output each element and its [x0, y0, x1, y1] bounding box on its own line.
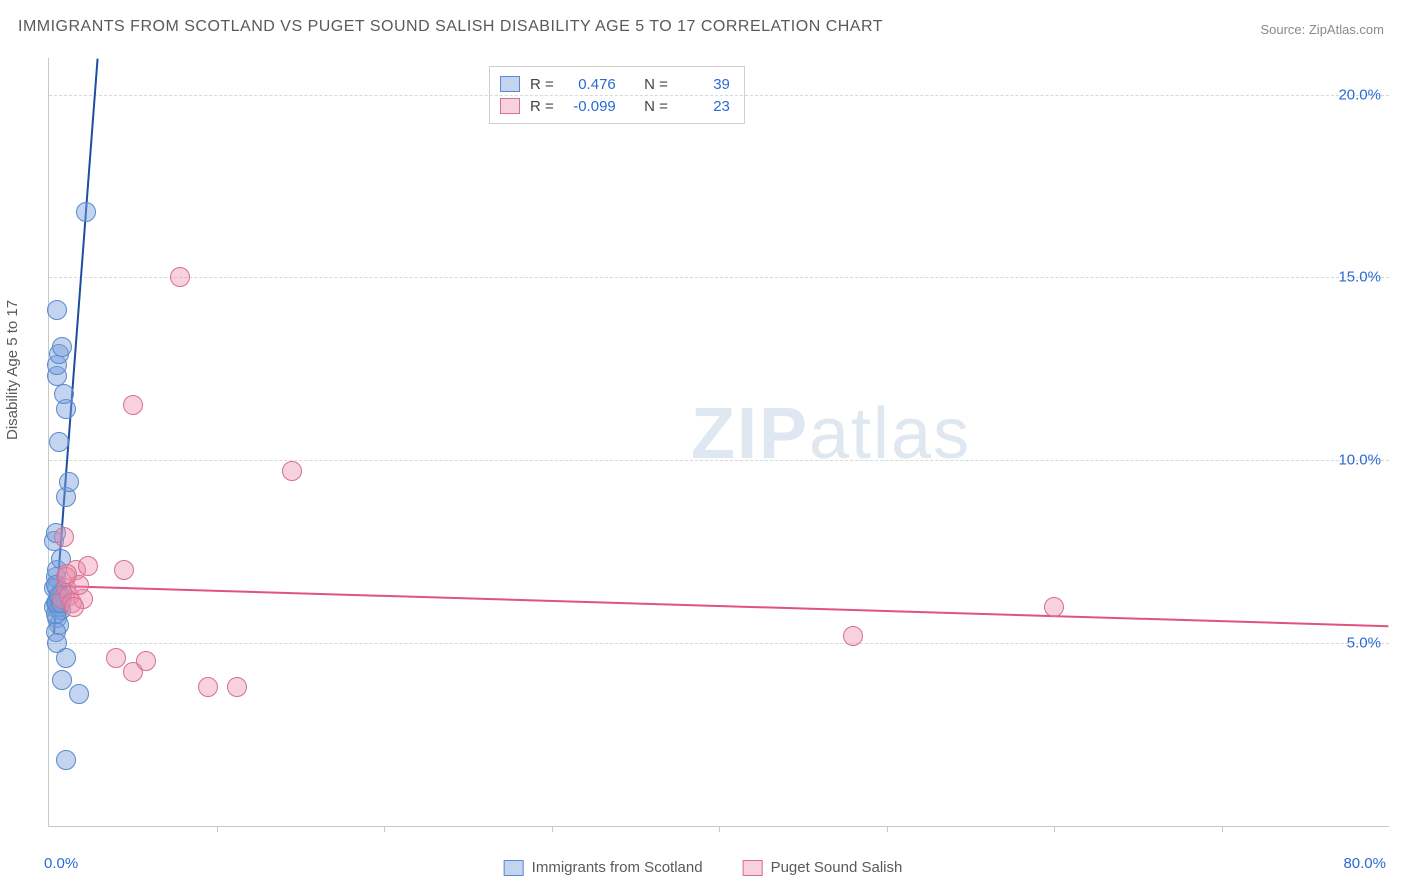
- source-attribution: Source: ZipAtlas.com: [1260, 22, 1384, 37]
- trend-line: [57, 585, 1389, 627]
- gridline-h: [49, 277, 1389, 278]
- scatter-point-a: [47, 300, 67, 320]
- scatter-point-b: [54, 527, 74, 547]
- scatter-point-a: [54, 384, 74, 404]
- n-label: N =: [644, 98, 668, 115]
- gridline-h: [49, 95, 1389, 96]
- x-tick-mark: [552, 826, 553, 832]
- swatch-series-b: [500, 98, 520, 114]
- y-axis-label: Disability Age 5 to 17: [4, 300, 21, 440]
- scatter-point-b: [106, 648, 126, 668]
- y-tick-label: 20.0%: [1338, 86, 1381, 103]
- scatter-point-b: [64, 597, 84, 617]
- scatter-point-b: [114, 560, 134, 580]
- r-value-b: -0.099: [564, 98, 616, 115]
- x-axis-max-label: 80.0%: [1343, 855, 1386, 872]
- scatter-point-b: [843, 626, 863, 646]
- watermark: ZIPatlas: [691, 393, 971, 475]
- x-axis-min-label: 0.0%: [44, 855, 78, 872]
- plot-area: ZIPatlas R = 0.476 N = 39 R = -0.099 N =…: [48, 58, 1389, 827]
- r-label: R =: [530, 98, 554, 115]
- scatter-point-a: [56, 750, 76, 770]
- swatch-series-a: [500, 76, 520, 92]
- scatter-point-b: [78, 556, 98, 576]
- scatter-point-b: [136, 651, 156, 671]
- r-value-a: 0.476: [564, 76, 616, 93]
- legend-item-a: Immigrants from Scotland: [504, 859, 703, 876]
- legend-swatch-b: [743, 860, 763, 876]
- scatter-point-a: [49, 432, 69, 452]
- gridline-h: [49, 460, 1389, 461]
- y-tick-label: 10.0%: [1338, 452, 1381, 469]
- x-tick-mark: [719, 826, 720, 832]
- n-label: N =: [644, 76, 668, 93]
- scatter-point-a: [76, 202, 96, 222]
- scatter-point-a: [52, 337, 72, 357]
- legend-label-b: Puget Sound Salish: [771, 859, 903, 876]
- scatter-point-b: [227, 677, 247, 697]
- x-tick-mark: [1222, 826, 1223, 832]
- x-tick-mark: [1054, 826, 1055, 832]
- correlation-row-b: R = -0.099 N = 23: [500, 95, 730, 117]
- gridline-h: [49, 643, 1389, 644]
- scatter-point-b: [57, 564, 77, 584]
- chart-title: IMMIGRANTS FROM SCOTLAND VS PUGET SOUND …: [18, 18, 883, 36]
- x-tick-mark: [217, 826, 218, 832]
- scatter-point-a: [59, 472, 79, 492]
- scatter-point-b: [198, 677, 218, 697]
- correlation-row-a: R = 0.476 N = 39: [500, 73, 730, 95]
- legend-item-b: Puget Sound Salish: [743, 859, 903, 876]
- n-value-b: 23: [678, 98, 730, 115]
- legend-swatch-a: [504, 860, 524, 876]
- series-legend: Immigrants from Scotland Puget Sound Sal…: [504, 859, 903, 876]
- source-label: Source:: [1260, 22, 1308, 37]
- r-label: R =: [530, 76, 554, 93]
- scatter-point-b: [1044, 597, 1064, 617]
- watermark-light: atlas: [809, 394, 971, 474]
- scatter-point-b: [170, 267, 190, 287]
- scatter-point-b: [282, 461, 302, 481]
- source-value: ZipAtlas.com: [1309, 22, 1384, 37]
- scatter-point-a: [69, 684, 89, 704]
- legend-label-a: Immigrants from Scotland: [532, 859, 703, 876]
- scatter-point-b: [123, 395, 143, 415]
- scatter-point-a: [56, 648, 76, 668]
- watermark-bold: ZIP: [691, 394, 809, 474]
- x-tick-mark: [384, 826, 385, 832]
- y-tick-label: 15.0%: [1338, 269, 1381, 286]
- y-tick-label: 5.0%: [1347, 635, 1381, 652]
- n-value-a: 39: [678, 76, 730, 93]
- x-tick-mark: [887, 826, 888, 832]
- scatter-point-a: [52, 670, 72, 690]
